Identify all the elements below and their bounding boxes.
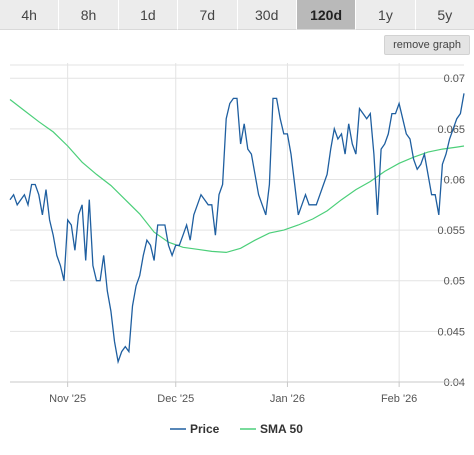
x-tick-label: Dec '25 — [157, 393, 194, 405]
tab-1y[interactable]: 1y — [356, 0, 416, 30]
tab-7d[interactable]: 7d — [178, 0, 238, 30]
tab-4h[interactable]: 4h — [0, 0, 60, 30]
y-axis-ticks: 0.04 0.045 0.05 0.055 0.06 0.065 0.07 — [437, 73, 465, 389]
y-tick-label: 0.05 — [444, 276, 465, 288]
series-line-price — [9, 93, 465, 365]
y-tick-label: 0.065 — [437, 124, 465, 136]
x-axis-ticks: Nov '25 Dec '25 Jan '26 Feb '26 — [49, 382, 417, 405]
y-tick-label: 0.04 — [444, 377, 465, 389]
price-chart: 0.04 0.045 0.05 0.055 0.06 0.065 0.07 Nov '25 D… — [9, 63, 465, 436]
x-tick-label: Nov '25 — [49, 393, 86, 405]
tab-8h[interactable]: 8h — [59, 0, 119, 30]
tab-1d[interactable]: 1d — [118, 0, 179, 30]
x-tick-label: Jan '26 — [270, 393, 305, 405]
tab-120d[interactable]: 120d — [296, 0, 357, 30]
legend-label-sma-50[interactable]: SMA 50 — [260, 422, 303, 436]
y-tick-label: 0.055 — [437, 225, 465, 237]
remove-graph-button[interactable]: remove graph — [384, 35, 470, 55]
tab-5y[interactable]: 5y — [415, 0, 474, 30]
chart-legend: Price SMA 50 — [170, 422, 303, 436]
y-tick-label: 0.06 — [444, 174, 465, 186]
y-tick-label: 0.07 — [444, 73, 465, 85]
tab-30d[interactable]: 30d — [237, 0, 297, 30]
x-tick-label: Feb '26 — [381, 393, 417, 405]
range-tabs: 4h 8h 1d 7d 30d 120d 1y 5y — [0, 0, 474, 30]
y-tick-label: 0.045 — [437, 326, 465, 338]
grid-lines — [10, 63, 464, 383]
legend-label-price[interactable]: Price — [190, 422, 220, 436]
series-line-sma-50 — [9, 99, 465, 254]
